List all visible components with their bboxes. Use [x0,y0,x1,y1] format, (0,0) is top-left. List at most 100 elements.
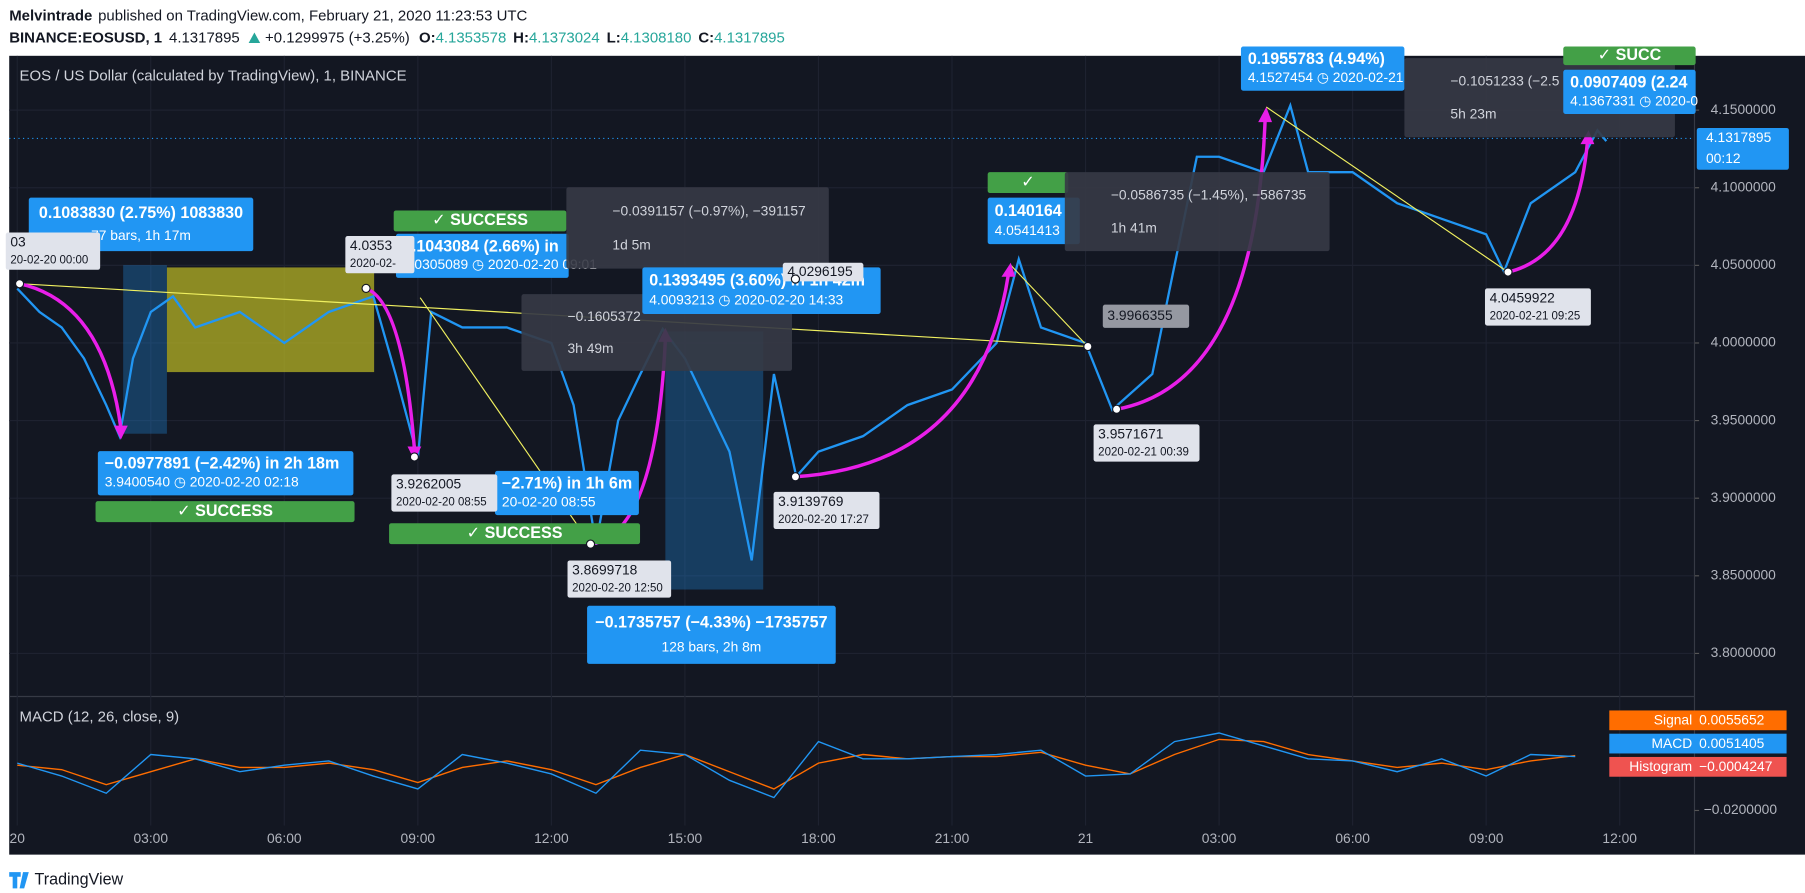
legend-box [1609,756,1787,777]
author: Melvintrade [9,7,92,24]
pivot-box [773,491,880,530]
annotation-box [1563,46,1696,66]
annotation-text: −0.0977891 (−2.42%) in 2h 18m [105,455,340,473]
annotation-box [393,210,567,232]
pivot-dot [14,279,25,289]
annotation-text: 128 bars, 2h 8m [662,638,762,654]
legend-name: MACD [1652,735,1693,751]
ohlc-label: H: [513,29,529,46]
annotation-text: 4.0541413 [995,222,1061,238]
y-tick-label: 4.0000000 [1711,334,1777,350]
annotation-box [566,187,829,269]
header-line-2: BINANCE:EOSUSD, 1 4.1317895 +0.1299975 (+3… [9,29,785,46]
ohlc-value: 4.1308180 [621,29,692,46]
last-price-label: 4.1317895 [1706,129,1772,145]
pivot-text: 2020-02-20 08:55 [396,496,487,508]
trend-line [1010,264,1089,347]
x-tick-label: 18:00 [801,830,836,846]
legend-value: −0.0004247 [1699,758,1773,774]
x-tick-label: 06:00 [267,830,302,846]
x-tick-label: 21 [1078,830,1094,846]
annotation-box [1064,172,1330,252]
annotation-box [494,470,639,516]
arrow-head [113,425,128,440]
pivot-text: 4.0296195 [787,263,853,279]
macd-title: MACD (12, 26, close, 9) [20,708,180,725]
ohlc-value: 4.1373024 [529,29,600,46]
y-tick-label: 4.1000000 [1711,178,1777,194]
pivot-box [1093,424,1200,462]
legend-box [1609,733,1787,754]
y-tick-label: 3.8500000 [1711,566,1777,582]
y-tick-label: 4.0500000 [1711,256,1777,272]
countdown: 00:12 [1706,150,1741,166]
y-tick-label: 3.8000000 [1711,644,1777,660]
pivot-dot [790,472,801,482]
annotation-box [987,172,1069,194]
footer-text: TradingView [35,870,124,888]
logo [9,872,29,889]
pivot-dot [1503,267,1513,277]
y-tick-label: 3.9500000 [1711,411,1777,427]
annotation-text: −2.71%) in 1h 6m [502,474,632,492]
arc [795,274,1011,479]
pivot-text: 2020-02-20 12:50 [572,582,663,594]
x-tick-label: 12:00 [1602,830,1637,846]
annotation-text: 1d 5m [612,236,650,252]
annotation-box [587,605,836,664]
annotation-text: 0.0907409 (2.24 [1570,73,1687,91]
legend-box [1609,710,1787,731]
arrow-head [1258,106,1273,123]
pivot-text: 3.9966355 [1107,307,1173,323]
last: 4.1317895 [169,29,240,46]
chart-title: EOS / US Dollar (calculated by TradingVi… [20,68,407,85]
annotation-text: −0.0586735 (−1.45%), −586735 [1111,186,1307,202]
annotation-text: 0.1043084 (2.66%) in [403,237,559,255]
annotation-text: ✓ SUCCESS [467,524,563,542]
annotation-text: −0.1735757 (−4.33%) −1735757 [595,613,827,631]
pivot-dot [361,283,371,294]
annotation-text: 4.1527454 ◷ 2020-02-21 [1248,69,1404,85]
annotation-text: ✓ SUCCESS [177,502,273,520]
annotation-text: 5h 23m [1450,106,1496,122]
pivot-dot [409,452,420,462]
last-price-box [1696,127,1789,170]
annotation-text: ✓ SUCC [1598,46,1662,64]
legend-name: Signal [1654,712,1692,728]
annotation-text: 4.0305089 ◷ 2020-02-20 09:01 [403,256,597,272]
annotation-box [1240,46,1405,91]
pivot-text: 3.9262005 [396,475,462,491]
x-tick-label: 06:00 [1335,830,1370,846]
x-tick-label: 21:00 [935,830,970,846]
y-tick-label: −0.0200000 [1704,801,1778,817]
range-box [665,331,764,590]
legend-value: 0.0051405 [1699,735,1765,751]
x-tick-label: 20 [10,830,26,846]
pivot-dot [1112,404,1122,414]
ohlc-label: L: [607,29,621,46]
arrow-head [1580,130,1595,145]
annotation-text: 4.1367331 ◷ 2020-0 [1570,92,1698,108]
y-tick-label: 3.9000000 [1711,489,1777,505]
range-box [123,265,167,434]
annotation-box [389,523,641,545]
legend-value: 0.0055652 [1699,712,1765,728]
published: published on TradingView.com, February 2… [98,7,527,24]
y-tick-label: 4.1500000 [1711,101,1777,117]
annotation-text: 0.1955783 (4.94%) [1248,50,1385,68]
annotation-text: 0.140164 [995,202,1062,220]
price-line [17,738,1576,790]
ohlc-label: C: [698,29,714,46]
labels-layer: EOS / US Dollar (calculated by TradingVi… [5,46,1789,846]
ohlc-label: O: [419,29,436,46]
ohlc-value: 4.1353578 [436,29,507,46]
annotation-text: −0.1051233 (−2.5 [1450,72,1559,88]
annotation-text: 0.1083830 (2.75%) 1083830 [39,204,243,222]
pivot-dot [1083,341,1093,352]
arc [19,282,123,429]
pivot-dot [585,539,596,549]
pivot-text: 4.0353 [350,237,393,253]
pivot-box [5,232,101,270]
pivot-text: 3.8699718 [572,562,638,578]
